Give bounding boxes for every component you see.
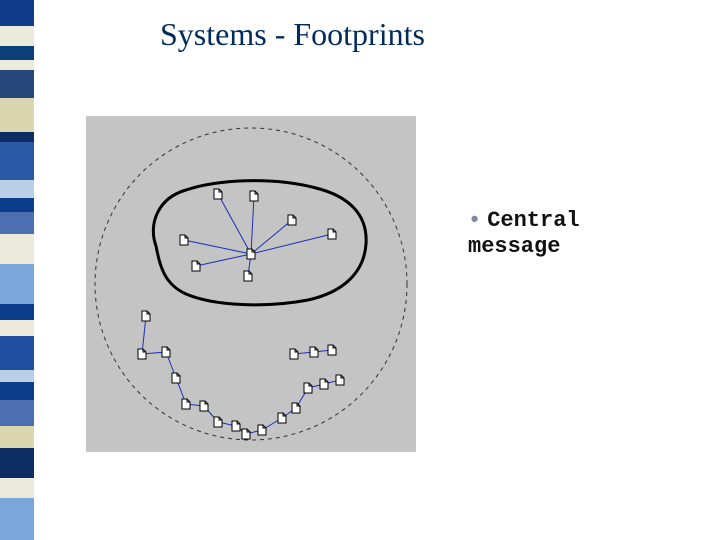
bullet-item: •Centralmessage xyxy=(468,208,580,260)
stripe-segment xyxy=(0,448,34,478)
footprints-diagram xyxy=(86,116,416,452)
bullet-marker-icon: • xyxy=(468,208,487,233)
decorative-stripe xyxy=(0,0,34,540)
stripe-segment xyxy=(0,320,34,336)
stripe-segment xyxy=(0,264,34,304)
stripe-segment xyxy=(0,498,34,540)
stripe-segment xyxy=(0,304,34,320)
stripe-segment xyxy=(0,198,34,212)
stripe-segment xyxy=(0,60,34,70)
stripe-segment xyxy=(0,382,34,400)
stripe-segment xyxy=(0,478,34,498)
stripe-segment xyxy=(0,46,34,60)
slide-title: Systems - Footprints xyxy=(160,16,425,53)
stripe-segment xyxy=(0,400,34,426)
stripe-segment xyxy=(0,132,34,142)
stripe-segment xyxy=(0,26,34,46)
footprints-svg xyxy=(86,116,416,452)
stripe-segment xyxy=(0,142,34,180)
stripe-segment xyxy=(0,336,34,370)
bullet-list: •Centralmessage xyxy=(468,208,580,260)
stripe-segment xyxy=(0,180,34,198)
stripe-segment xyxy=(0,426,34,448)
stripe-segment xyxy=(0,70,34,98)
stripe-segment xyxy=(0,212,34,234)
stripe-segment xyxy=(0,98,34,132)
slide: Systems - Footprints •Centralmessage xyxy=(0,0,720,540)
stripe-segment xyxy=(0,0,34,26)
stripe-segment xyxy=(0,370,34,382)
stripe-segment xyxy=(0,234,34,264)
